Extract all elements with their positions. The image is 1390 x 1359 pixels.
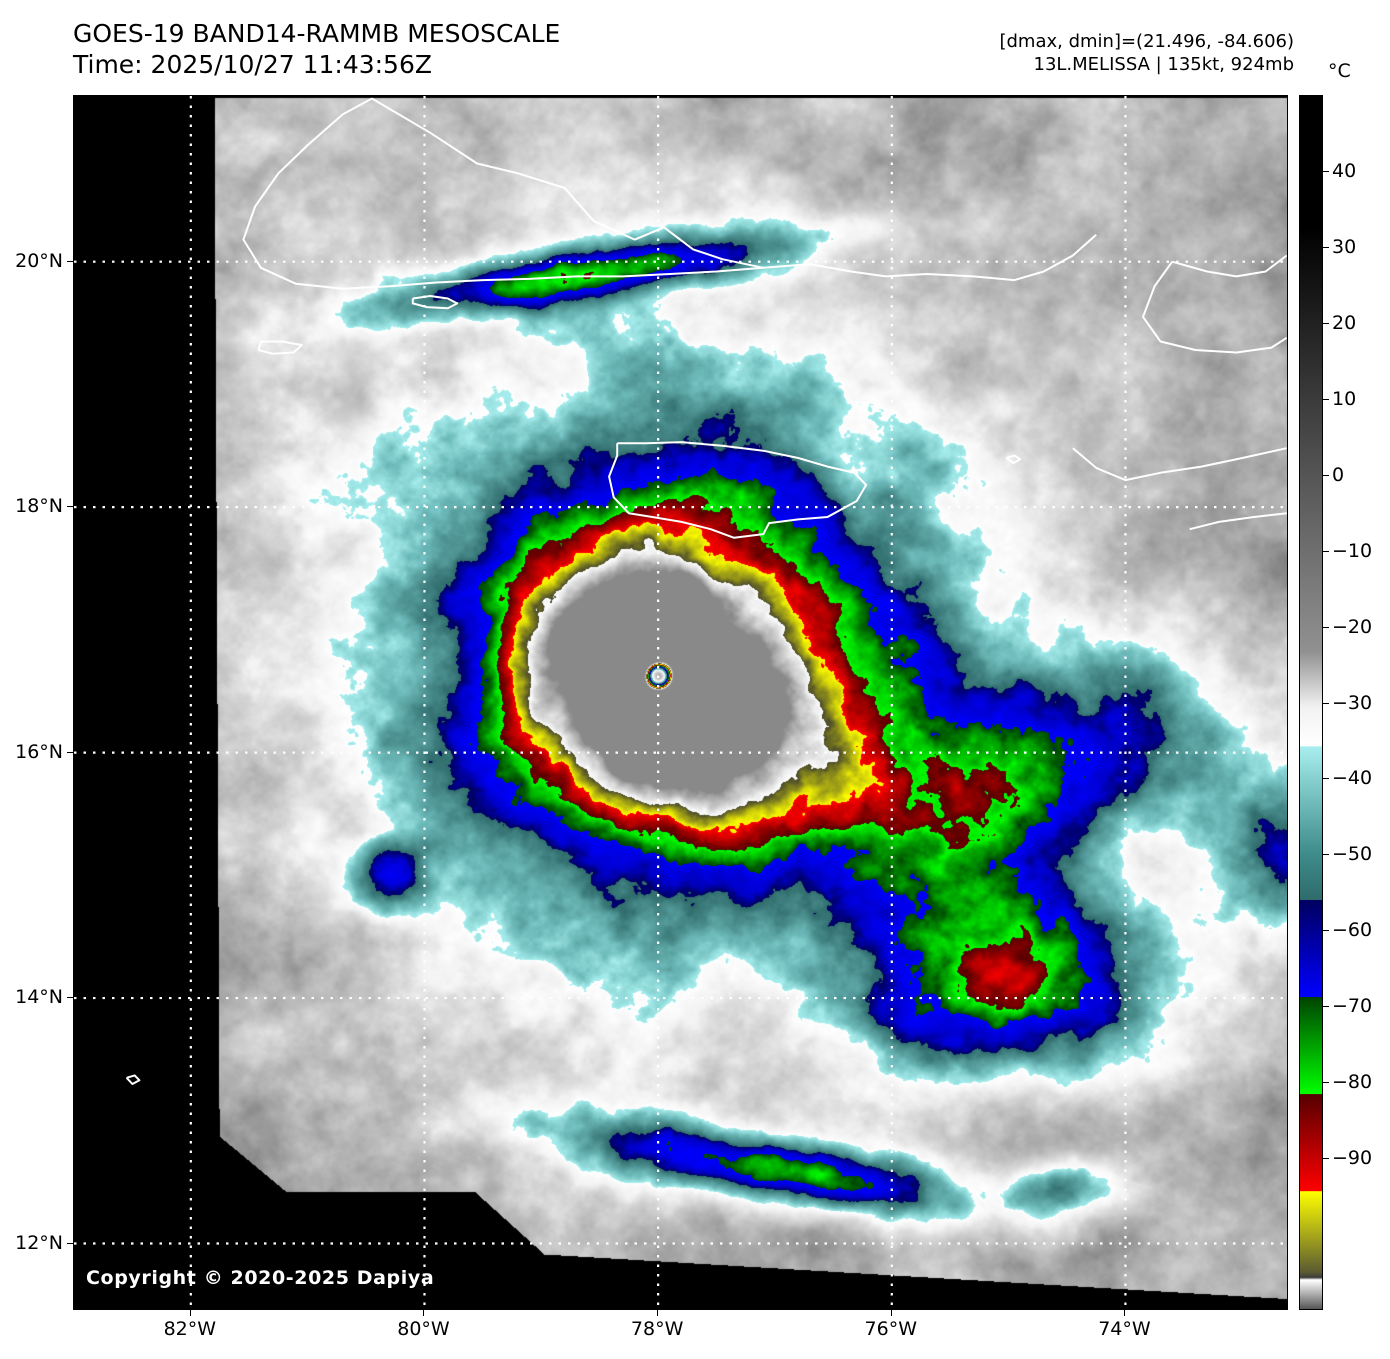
colorbar-tick-label-9: −50 — [1332, 843, 1373, 866]
lat-tick-mark-4 — [67, 1242, 73, 1244]
page-title: GOES-19 BAND14-RAMMB MESOSCALE — [73, 19, 561, 48]
storm-info-annotation: 13L.MELISSA | 135kt, 924mb — [1033, 54, 1295, 75]
lon-tick-label-4: 74°W — [1098, 1318, 1151, 1340]
colorbar-gradient — [1299, 95, 1323, 1310]
colorbar-tick-mark-9 — [1323, 854, 1329, 856]
coastline-path-4 — [1072, 447, 1287, 482]
lat-lon-gridlines — [74, 96, 1287, 1309]
coastline-path-0 — [371, 97, 1097, 282]
colorbar-tick-label-7: −30 — [1332, 691, 1373, 714]
lat-tick-mark-0 — [67, 260, 73, 262]
colorbar-tick-mark-4 — [1323, 474, 1329, 476]
colorbar-tick-mark-1 — [1323, 246, 1329, 248]
colorbar-tick-label-10: −60 — [1332, 919, 1373, 942]
lat-tick-mark-2 — [67, 751, 73, 753]
header-right-block: [dmax, dmin]=(21.496, -84.606) 13L.MELIS… — [999, 30, 1294, 76]
lon-tick-mark-2 — [657, 1310, 659, 1316]
lat-tick-mark-1 — [67, 506, 73, 508]
temperature-colorbar[interactable] — [1299, 95, 1323, 1310]
coastline-path-5 — [608, 441, 868, 539]
colorbar-tick-mark-11 — [1323, 1006, 1329, 1008]
colorbar-tick-label-0: 40 — [1332, 159, 1357, 182]
coastline-overlay — [125, 97, 1287, 1085]
colorbar-tick-mark-6 — [1323, 626, 1329, 628]
lon-tick-label-1: 80°W — [397, 1318, 450, 1340]
coastline-path-2 — [1171, 254, 1287, 278]
lon-tick-mark-3 — [890, 1310, 892, 1316]
coastline-path-6 — [411, 295, 459, 310]
lon-tick-label-0: 82°W — [163, 1318, 217, 1340]
colorbar-tick-mark-5 — [1323, 550, 1329, 552]
lon-tick-label-2: 78°W — [630, 1318, 684, 1340]
timestamp-line: Time: 2025/10/27 11:43:56Z — [73, 50, 432, 79]
colorbar-tick-mark-8 — [1323, 778, 1329, 780]
satellite-image-plot[interactable]: Copyright © 2020-2025 Dapiya — [73, 95, 1288, 1310]
lat-tick-label-2: 16°N — [15, 740, 63, 763]
coastline-path-11 — [1189, 512, 1287, 531]
colorbar-tick-label-4: 0 — [1332, 463, 1345, 486]
coastline-path-10 — [1005, 454, 1022, 464]
lat-tick-label-4: 12°N — [15, 1231, 63, 1254]
colorbar-tick-mark-13 — [1323, 1158, 1329, 1160]
colorbar-tick-label-8: −40 — [1332, 767, 1373, 790]
colorbar-tick-mark-2 — [1323, 322, 1329, 324]
lat-tick-label-0: 20°N — [15, 249, 63, 272]
lon-tick-mark-1 — [423, 1310, 425, 1316]
colorbar-tick-mark-0 — [1323, 170, 1329, 172]
colorbar-unit-label: °C — [1328, 60, 1351, 82]
colorbar-tick-label-12: −80 — [1332, 1071, 1373, 1094]
colorbar-tick-mark-10 — [1323, 930, 1329, 932]
colorbar-tick-mark-12 — [1323, 1082, 1329, 1084]
infrared-satellite-raster — [74, 96, 1287, 1309]
dmax-dmin-annotation: [dmax, dmin]=(21.496, -84.606) — [999, 31, 1294, 52]
coastline-path-7 — [257, 340, 303, 355]
lon-tick-mark-0 — [189, 1310, 191, 1316]
lon-tick-label-3: 76°W — [864, 1318, 918, 1340]
colorbar-tick-mark-3 — [1323, 398, 1329, 400]
colorbar-tick-label-3: 10 — [1332, 387, 1357, 410]
copyright-notice: Copyright © 2020-2025 Dapiya — [86, 1267, 435, 1289]
colorbar-tick-mark-7 — [1323, 702, 1329, 704]
lat-tick-mark-3 — [67, 997, 73, 999]
header-left-block: GOES-19 BAND14-RAMMB MESOSCALE Time: 202… — [73, 18, 560, 80]
lon-tick-mark-4 — [1124, 1310, 1126, 1316]
colorbar-tick-label-5: −10 — [1332, 539, 1373, 562]
coastline-path-1 — [242, 97, 764, 290]
colorbar-tick-label-1: 30 — [1332, 235, 1357, 258]
colorbar-tick-label-13: −90 — [1332, 1147, 1373, 1170]
colorbar-tick-label-6: −20 — [1332, 615, 1373, 638]
colorbar-tick-label-2: 20 — [1332, 311, 1357, 334]
coastline-path-9 — [125, 1074, 141, 1085]
coastline-path-3 — [1142, 261, 1287, 354]
lat-tick-label-1: 18°N — [15, 495, 63, 518]
colorbar-tick-label-11: −70 — [1332, 995, 1373, 1018]
lat-tick-label-3: 14°N — [15, 986, 63, 1009]
